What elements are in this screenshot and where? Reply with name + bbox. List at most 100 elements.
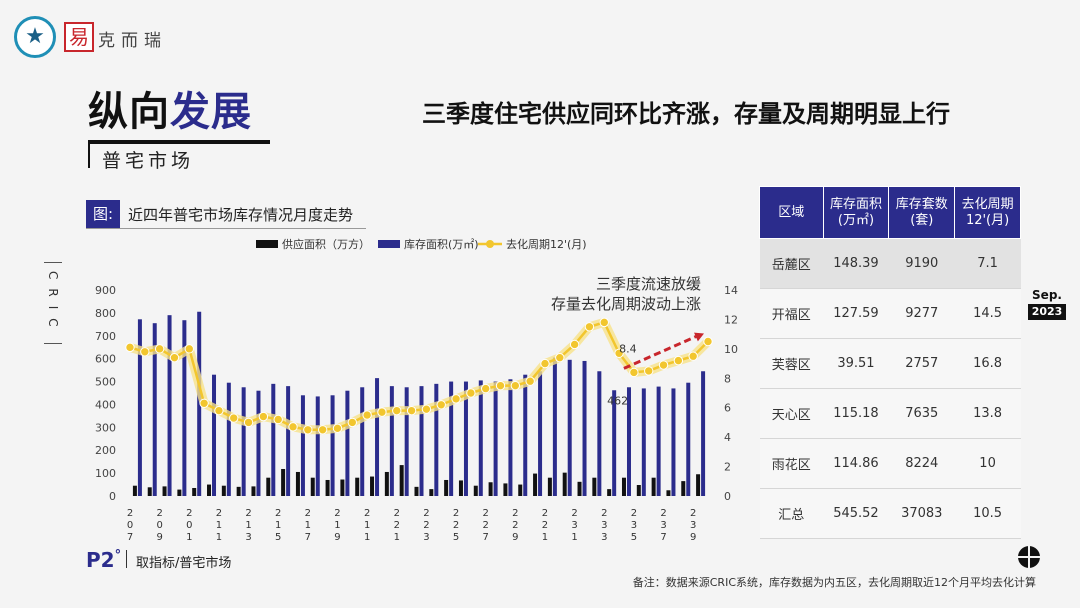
line-cycle-point [614,348,624,358]
x-tick-label: 7 [305,532,311,543]
line-cycle-point [436,400,446,410]
bar-supply-area [473,485,478,496]
line-cycle-point [184,344,194,354]
bar-stock-area [641,388,646,496]
legend-label-stock: 库存面积(万㎡) [404,237,479,251]
bar-stock-area [626,387,631,496]
table-cell: 汇总 [759,488,824,539]
x-tick-label: 2 [305,508,311,519]
annotation-trend-line1: 三季度流速放缓 [596,275,702,293]
y-left-tick-label: 300 [95,421,116,434]
table-row: 岳麓区 148.39 9190 7.1 [759,238,1021,289]
bar-stock-area [449,381,454,496]
bar-supply-area [132,485,137,496]
line-cycle-point [140,347,150,357]
table-cell: 10.5 [954,488,1021,539]
line-cycle-point [154,344,165,354]
line-cycle-point [169,352,180,363]
table-cell: 7.1 [954,238,1021,289]
x-tick-label: 7 [127,532,133,543]
y-left-tick-label: 700 [95,330,116,343]
footer-note: 备注：数据来源CRIC系统，库存数据为内五区，去化周期取近12个月平均去化计算 [632,576,1036,589]
y-right-tick-label: 0 [724,490,731,503]
bar-stock-area [508,379,513,496]
bar-stock-area [197,311,202,496]
bar-stock-area [493,381,498,496]
bar-supply-area [399,465,404,496]
x-tick-label: 2 [394,508,400,519]
x-tick-label: 2 [483,520,489,531]
y-right-tick-label: 10 [724,343,738,356]
x-tick-label: 2 [542,508,548,519]
brand-name: 克而瑞 [98,31,167,51]
bar-stock-area [152,323,157,496]
y-right-tick-label: 12 [724,313,738,326]
bar-supply-area [503,483,508,496]
bar-stock-area [404,387,409,496]
inventory-chart: 0100200300400500600700800900024681012142… [95,237,738,543]
x-tick-label: 2 [423,520,429,531]
page-number-mark: ° [114,548,122,563]
x-tick-label: 1 [364,520,370,531]
x-tick-label: 1 [245,520,251,531]
bar-supply-area [458,480,463,496]
bar-stock-area [241,387,246,496]
x-tick-label: 3 [690,520,696,531]
table-cell: 127.59 [823,288,889,339]
x-tick-label: 9 [690,532,696,543]
x-tick-label: 2 [660,508,666,519]
table-cell: 开福区 [759,288,824,339]
bar-stock-area [612,390,617,496]
line-cycle-point [629,367,639,378]
bar-supply-area [192,487,197,496]
x-tick-label: 5 [453,532,459,543]
bar-stock-area [434,383,439,496]
x-tick-label: 1 [364,532,370,543]
y-left-tick-label: 0 [109,490,116,503]
table-cell: 芙蓉区 [759,338,824,389]
bar-supply-area [429,489,434,496]
bar-supply-area [488,482,493,496]
y-left-tick-label: 400 [95,398,116,411]
x-tick-label: 2 [542,520,548,531]
x-tick-label: 2 [690,508,696,519]
line-cycle-point [229,413,239,423]
bar-stock-area [137,319,142,496]
footer-divider [126,550,127,568]
bar-supply-area [147,487,152,496]
bar-stock-area [597,371,602,496]
bar-supply-area [325,479,330,496]
y-left-tick-label: 100 [95,467,116,480]
figure-caption-rule [86,228,366,229]
table-header-row: 区域 库存面积 (万㎡) 库存套数 (套) 去化周期 12'(月) [759,186,1021,239]
line-cycle [129,321,709,432]
line-cycle-point [658,360,669,370]
line-cycle-point [673,355,684,366]
line-cycle-point [510,380,521,391]
x-tick-label: 2 [631,508,637,519]
x-tick-label: 2 [512,508,518,519]
bar-supply-area [562,472,567,496]
line-cycle-point [525,376,535,386]
bar-supply-area [355,477,360,496]
crosshair-icon[interactable] [1018,546,1040,568]
x-tick-label: 3 [631,520,637,531]
line-cycle-point [392,405,402,416]
x-tick-label: 1 [394,532,400,543]
bar-stock-area [582,360,587,496]
table-row: 雨花区 114.86 8224 10 [759,438,1021,489]
line-cycle-point [480,383,491,394]
y-right-tick-label: 14 [724,284,738,297]
table-header-cell: 区域 [759,186,824,239]
bar-supply-area [681,481,686,496]
bar-stock-area [256,390,261,496]
date-badge-year: 2023 [1028,304,1066,320]
x-tick-label: 2 [334,508,340,519]
x-tick-label: 5 [631,532,637,543]
bar-stock-area [538,371,543,496]
figure-caption: 近四年普宅市场库存情况月度走势 [128,206,354,224]
bar-stock-area [315,396,320,496]
bar-supply-area [266,477,271,496]
line-cycle-point [540,358,550,369]
bar-stock-area [686,382,691,496]
